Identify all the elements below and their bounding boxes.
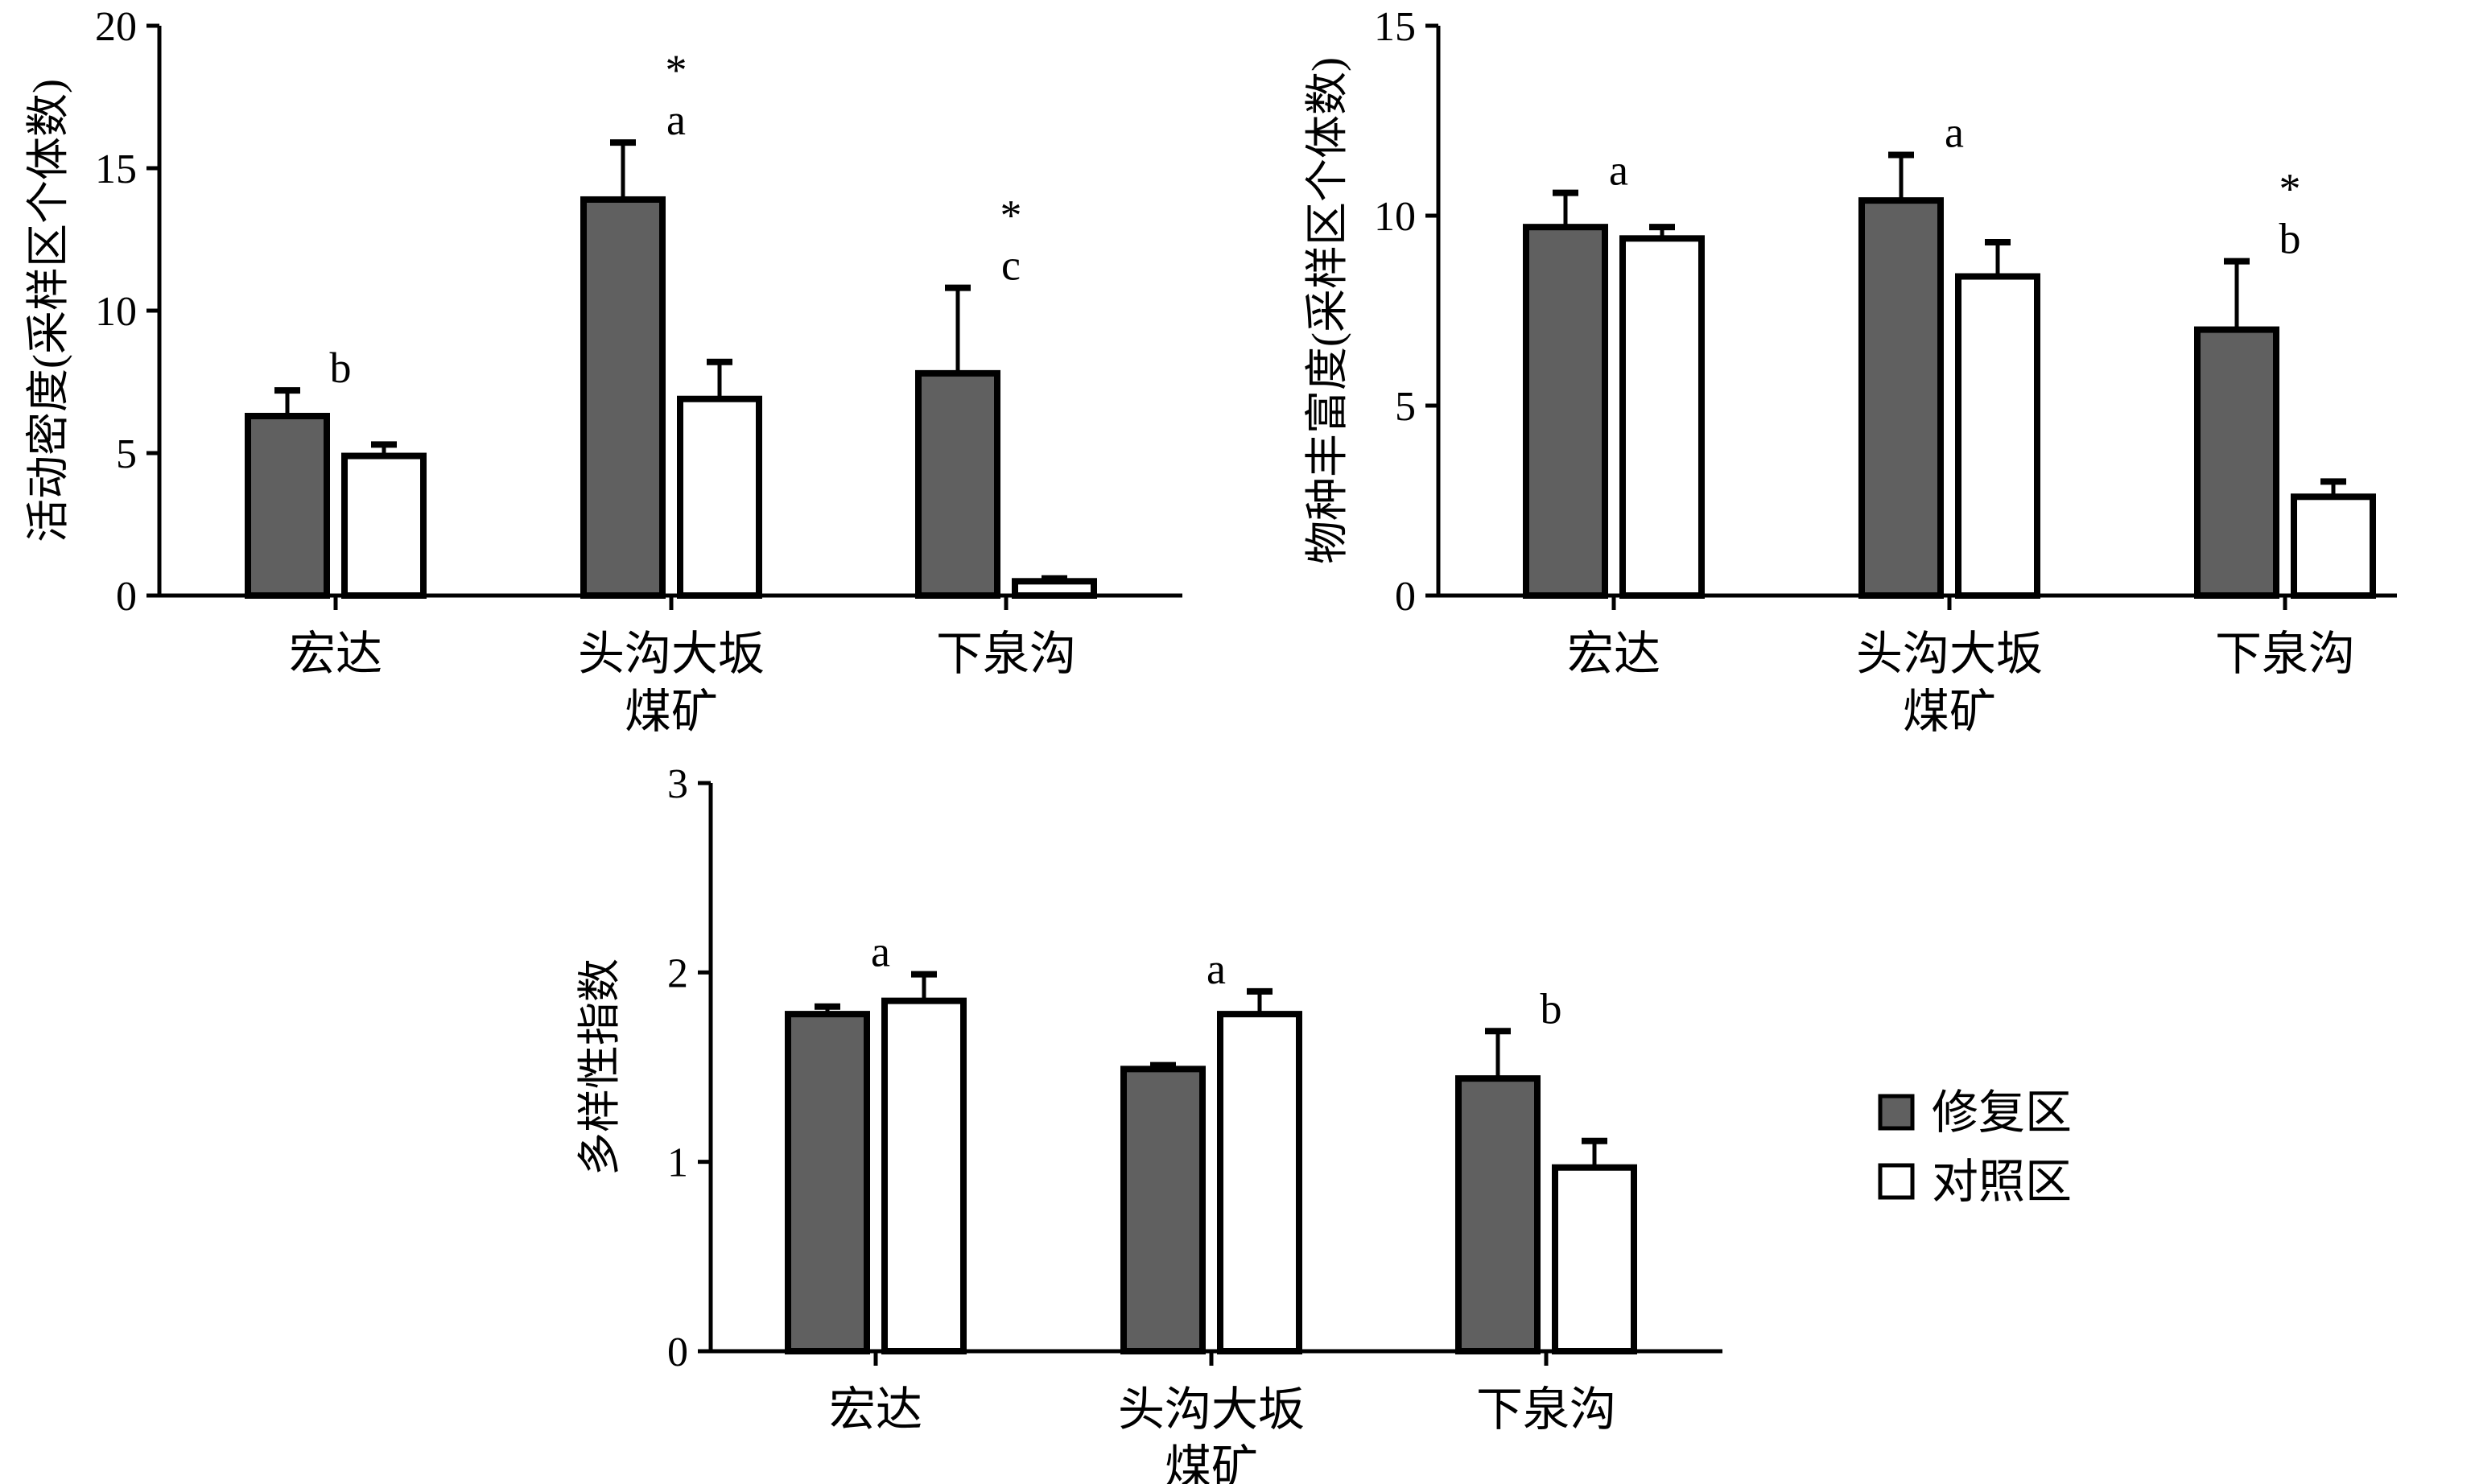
y-tick-label: 1 (667, 1140, 688, 1186)
significance-star: * (666, 46, 687, 94)
bar-control (1955, 273, 2040, 599)
bar-restored (1523, 224, 1608, 599)
bar-control (341, 452, 427, 599)
significance-letter: b (1541, 984, 1562, 1033)
significance-letter: a (1945, 108, 1964, 156)
significance-letter: b (2279, 215, 2301, 263)
x-tick-label: 头沟大坂 (578, 628, 765, 680)
significance-star: * (2279, 165, 2301, 213)
bar-restored (915, 369, 1000, 599)
significance-letter: b (330, 344, 352, 392)
bar-control (1552, 1164, 1637, 1355)
y-tick-label: 5 (1395, 384, 1416, 430)
bar-control (2291, 493, 2376, 600)
x-tick-label: 下泉沟 (1476, 1383, 1616, 1436)
y-tick-label: 10 (1374, 194, 1416, 240)
x-tick-label: 宏达 (1567, 628, 1660, 680)
y-tick-label: 3 (667, 761, 688, 807)
bar-restored (1120, 1066, 1206, 1355)
x-tick-label: 宏达 (829, 1383, 922, 1436)
bar-control (1012, 578, 1097, 599)
y-tick-label: 5 (116, 431, 137, 477)
bar-control (677, 395, 762, 599)
bar-restored (785, 1011, 870, 1355)
x-tick-label: 煤矿 (625, 686, 718, 738)
significance-star: * (1000, 192, 1022, 240)
y-tick-label: 15 (95, 146, 137, 192)
y-tick-label: 0 (667, 1329, 688, 1375)
x-tick-label: 下泉沟 (936, 628, 1076, 680)
legend-swatch-control (1878, 1163, 1915, 1200)
y-tick-label: 10 (95, 289, 137, 335)
significance-letter: c (1001, 241, 1021, 290)
y-tick-label: 15 (1374, 4, 1416, 50)
bar-control (1619, 235, 1705, 599)
bar-restored (580, 196, 666, 599)
y-tick-label: 2 (667, 950, 688, 996)
x-tick-label: 头沟大坂 (1856, 628, 2043, 680)
x-tick-label: 煤矿 (1903, 686, 1996, 738)
legend-swatch-restored (1878, 1094, 1915, 1131)
bar-restored (1858, 197, 1944, 599)
bar-restored (245, 412, 330, 599)
x-tick-label: 头沟大坂 (1118, 1383, 1305, 1436)
y-tick-label: 0 (116, 574, 137, 620)
legend-label-restored: 修复区 (1932, 1086, 2072, 1139)
y-tick-label: 20 (95, 4, 137, 50)
x-tick-label: 下泉沟 (2215, 628, 2355, 680)
y-axis-label: 物种丰富度(采样区个体数) (1303, 57, 1351, 564)
y-tick-label: 0 (1395, 574, 1416, 620)
significance-letter: a (1207, 945, 1226, 993)
bar-restored (1455, 1075, 1541, 1354)
significance-letter: a (1609, 146, 1628, 195)
significance-letter: a (871, 928, 890, 976)
legend-label-control: 对照区 (1932, 1156, 2072, 1208)
bar-control (881, 997, 967, 1354)
x-tick-label: 煤矿 (1165, 1441, 1258, 1484)
y-axis-label: 多样性指数 (575, 958, 624, 1176)
significance-letter: a (666, 96, 686, 144)
bar-restored (2194, 326, 2279, 599)
legend: 修复区 对照区 (1878, 1086, 2072, 1208)
x-tick-label: 宏达 (289, 628, 382, 680)
y-axis-label: 活动密度(采样区个体数) (24, 79, 72, 542)
bar-control (1217, 1011, 1302, 1355)
